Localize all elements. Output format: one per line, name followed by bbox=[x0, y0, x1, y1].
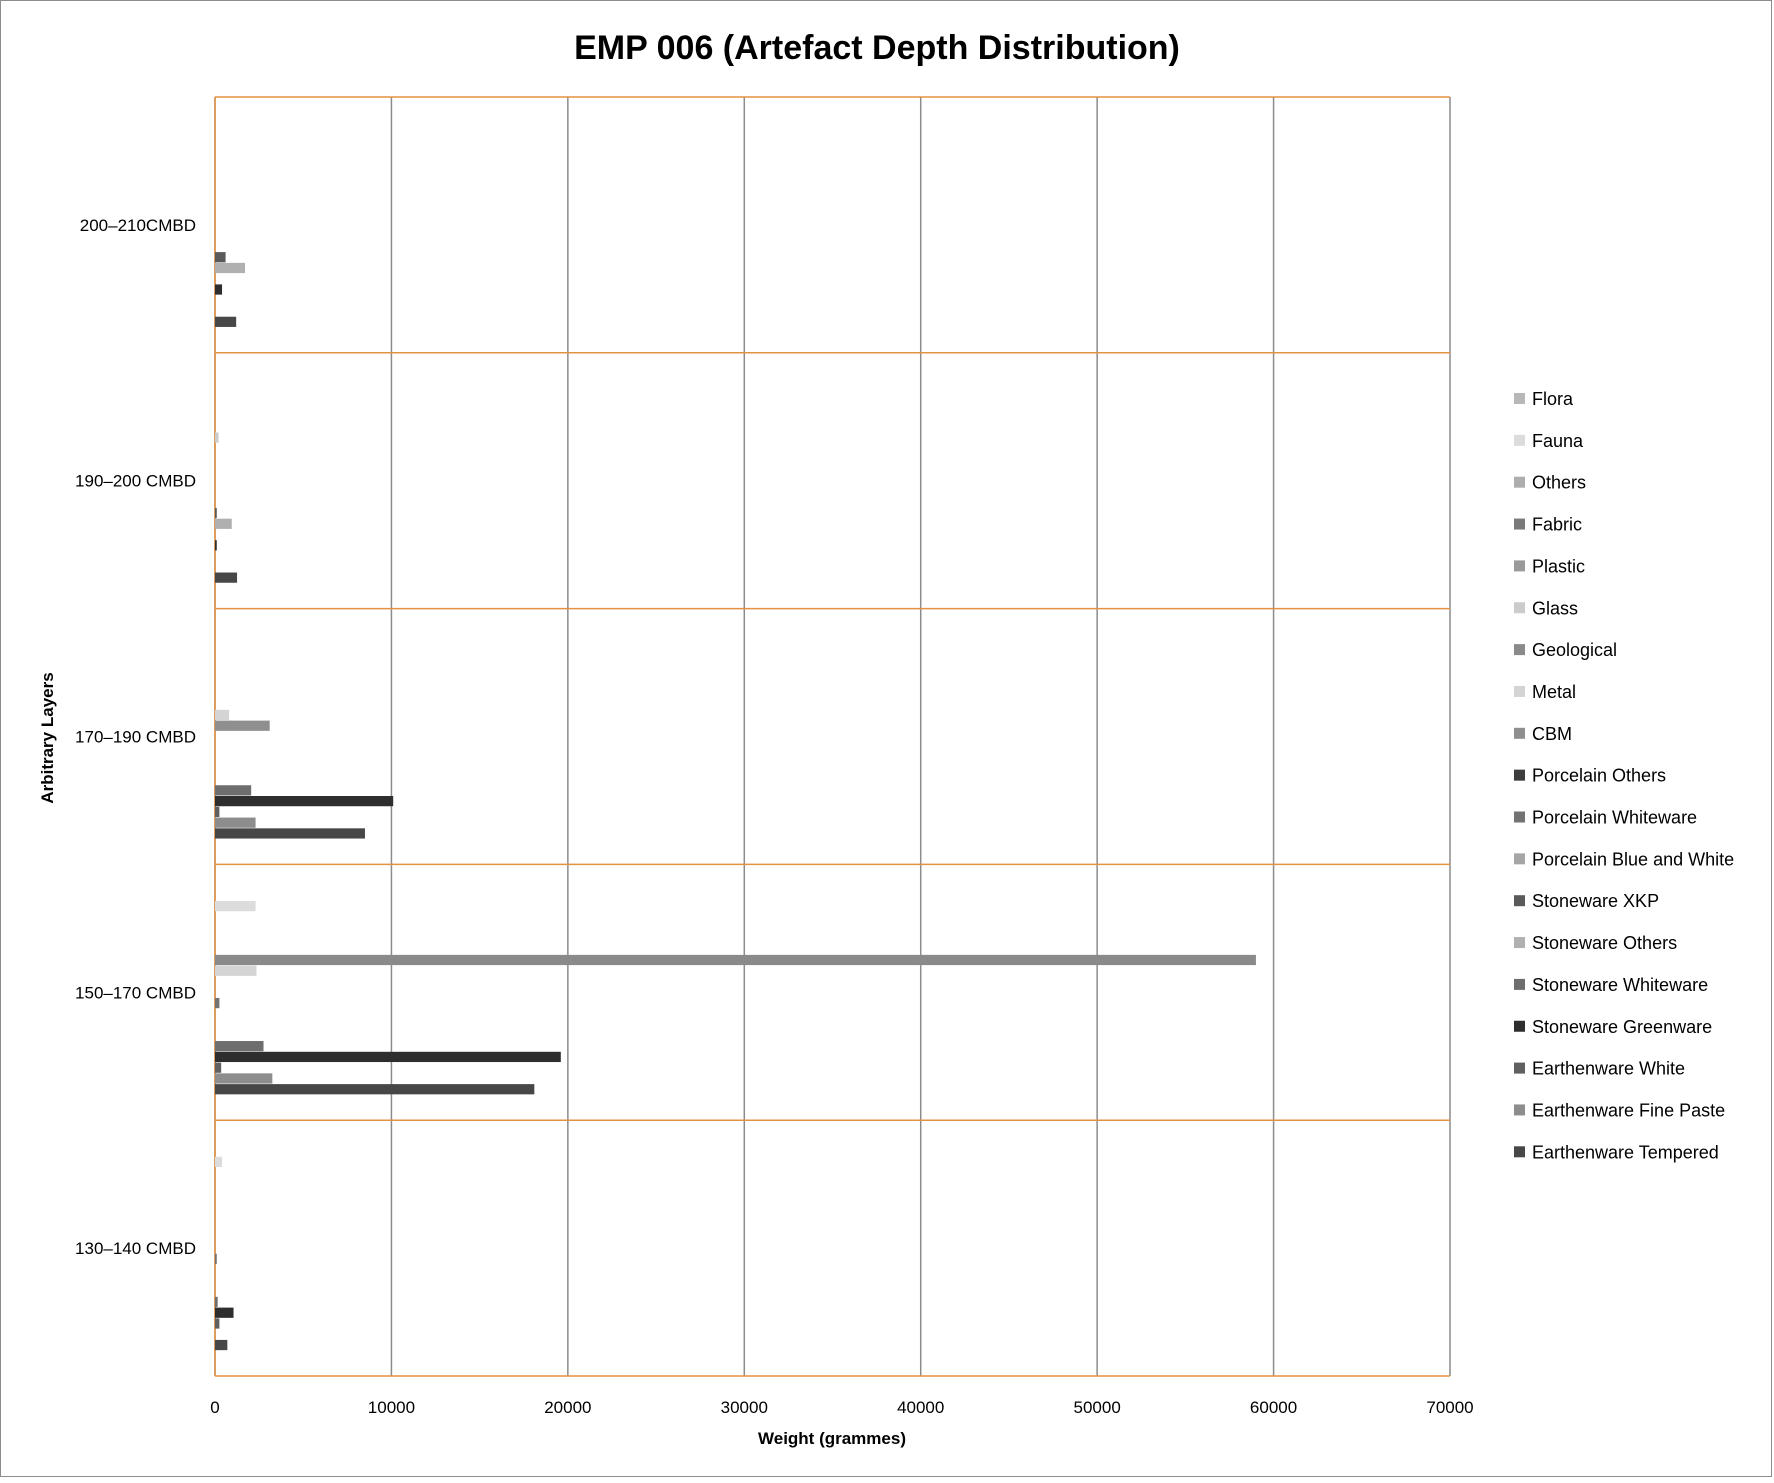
legend-swatch bbox=[1514, 769, 1525, 781]
legend-label: Stoneware XKP bbox=[1532, 891, 1659, 911]
bar bbox=[215, 828, 365, 839]
gridlines bbox=[214, 97, 1451, 1376]
legend-swatch bbox=[1514, 1146, 1525, 1158]
legend-label: Others bbox=[1532, 473, 1586, 493]
legend-swatch bbox=[1514, 476, 1525, 488]
bar bbox=[215, 720, 270, 731]
legend-label: Flora bbox=[1532, 389, 1574, 409]
legend-swatch bbox=[1514, 1020, 1525, 1032]
legend-swatch bbox=[1514, 685, 1525, 697]
bar bbox=[215, 817, 256, 828]
legend-swatch bbox=[1514, 1104, 1525, 1116]
bar bbox=[215, 1156, 223, 1168]
bar bbox=[215, 796, 394, 807]
y-axis-title: Arbitrary Layers bbox=[38, 672, 57, 803]
bar bbox=[215, 518, 232, 529]
bar bbox=[215, 284, 223, 295]
legend-swatch bbox=[1514, 393, 1525, 404]
bar bbox=[215, 785, 252, 796]
bar bbox=[215, 1339, 228, 1351]
x-tick-label: 70000 bbox=[1426, 1398, 1473, 1417]
legend-swatch bbox=[1514, 434, 1525, 446]
bar bbox=[215, 1041, 264, 1052]
legend-label: Porcelain Blue and White bbox=[1532, 849, 1734, 869]
y-tick-label: 200–210CMBD bbox=[80, 216, 196, 235]
legend-swatch bbox=[1514, 602, 1525, 614]
bar bbox=[215, 1051, 561, 1063]
legend-label: Glass bbox=[1532, 598, 1578, 618]
bar bbox=[215, 1073, 273, 1084]
legend-swatch bbox=[1514, 895, 1525, 907]
bar bbox=[215, 252, 226, 263]
bar bbox=[215, 316, 237, 327]
legend-label: Stoneware Whiteware bbox=[1532, 975, 1708, 995]
bar bbox=[215, 540, 217, 551]
bar bbox=[215, 1253, 217, 1264]
legend-label: Earthenware White bbox=[1532, 1059, 1685, 1079]
legend: Flora Fauna Others Fabric Plastic Glass Geolog… bbox=[1514, 389, 1734, 1162]
legend-label: Geological bbox=[1532, 640, 1617, 660]
legend-swatch bbox=[1514, 811, 1525, 823]
bar bbox=[215, 1062, 222, 1073]
category-separators bbox=[214, 96, 1450, 1377]
legend-swatch bbox=[1514, 853, 1525, 865]
x-tick-label: 20000 bbox=[544, 1398, 591, 1417]
legend-label: CBM bbox=[1532, 724, 1572, 744]
bar bbox=[215, 997, 220, 1009]
legend-label: Porcelain Whiteware bbox=[1532, 808, 1697, 828]
bar bbox=[215, 965, 257, 976]
bar bbox=[215, 1318, 220, 1329]
legend-swatch bbox=[1514, 937, 1525, 949]
legend-label: Porcelain Others bbox=[1532, 766, 1666, 786]
bar bbox=[215, 806, 220, 818]
legend-swatch bbox=[1514, 727, 1525, 739]
legend-swatch bbox=[1514, 560, 1525, 572]
x-tick-label: 0 bbox=[210, 1398, 219, 1417]
y-tick-label: 170–190 CMBD bbox=[75, 728, 196, 747]
bars bbox=[215, 252, 1256, 1351]
x-tick-label: 60000 bbox=[1250, 1398, 1297, 1417]
bar bbox=[215, 1084, 535, 1095]
legend-swatch bbox=[1514, 644, 1525, 656]
bar bbox=[215, 1296, 218, 1308]
legend-label: Plastic bbox=[1532, 556, 1585, 576]
y-tick-label: 130–140 CMBD bbox=[75, 1239, 196, 1258]
legend-label: Earthenware Fine Paste bbox=[1532, 1100, 1725, 1120]
legend-label: Metal bbox=[1532, 682, 1576, 702]
legend-label: Stoneware Greenware bbox=[1532, 1017, 1712, 1037]
bar bbox=[215, 954, 1256, 966]
bar bbox=[215, 262, 245, 274]
bar bbox=[215, 507, 217, 519]
y-tick-label: 190–200 CMBD bbox=[75, 472, 196, 491]
chart-title: EMP 006 (Artefact Depth Distribution) bbox=[574, 29, 1180, 67]
legend-label: Stoneware Others bbox=[1532, 933, 1677, 953]
bar bbox=[215, 432, 219, 443]
legend-label: Earthenware Tempered bbox=[1532, 1142, 1719, 1162]
legend-label: Fauna bbox=[1532, 431, 1584, 451]
bar bbox=[215, 572, 238, 583]
bar bbox=[215, 709, 230, 721]
bar bbox=[215, 901, 256, 912]
y-tick-label: 150–170 CMBD bbox=[75, 983, 196, 1002]
legend-label: Fabric bbox=[1532, 515, 1582, 535]
x-axis-title: Weight (grammes) bbox=[758, 1429, 906, 1448]
legend-swatch bbox=[1514, 518, 1525, 530]
x-tick-label: 40000 bbox=[897, 1398, 944, 1417]
x-tick-label: 10000 bbox=[368, 1398, 415, 1417]
legend-swatch bbox=[1514, 1062, 1525, 1074]
y-tick-labels: 200–210CMBD 190–200 CMBD 170–190 CMBD 150–1… bbox=[75, 216, 196, 1258]
x-tick-labels: 0 10000 20000 30000 40000 50000 60000 70000 bbox=[210, 1398, 1473, 1417]
x-tick-label: 30000 bbox=[721, 1398, 768, 1417]
legend-swatch bbox=[1514, 978, 1525, 990]
x-tick-label: 50000 bbox=[1074, 1398, 1121, 1417]
bar bbox=[215, 1307, 234, 1318]
